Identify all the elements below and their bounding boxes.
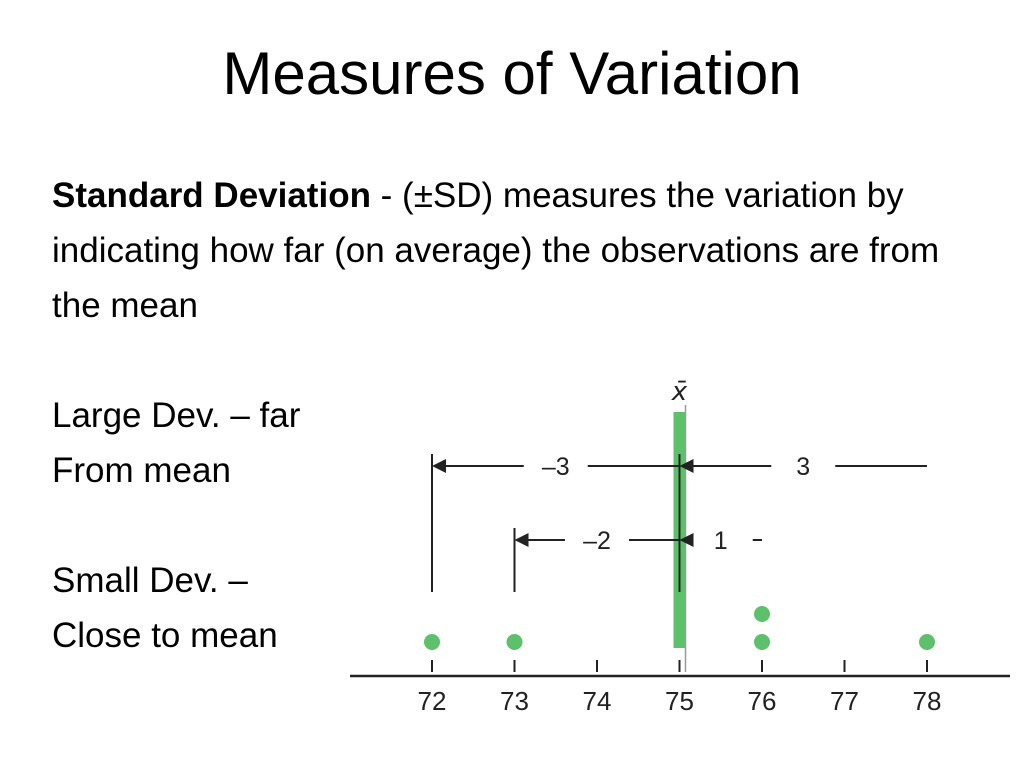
axis-tick-label: 72 bbox=[418, 686, 447, 716]
arrow-head bbox=[679, 459, 694, 473]
deviation-label: 3 bbox=[796, 453, 810, 481]
definition-paragraph: Standard Deviation - (±SD) measures the … bbox=[52, 168, 952, 333]
observation-dot bbox=[919, 634, 935, 650]
arrow-head bbox=[514, 533, 529, 547]
deviation-notes: Large Dev. – far From mean Small Dev. – … bbox=[52, 388, 392, 663]
mean-label: x̄ bbox=[671, 377, 688, 407]
axis-tick-label: 74 bbox=[583, 686, 612, 716]
large-dev-line-2: From mean bbox=[52, 451, 231, 490]
observation-dot bbox=[754, 634, 770, 650]
axis-tick-label: 73 bbox=[500, 686, 529, 716]
arrow-head bbox=[432, 459, 446, 473]
axis-tick-label: 76 bbox=[748, 686, 777, 716]
deviation-label: –3 bbox=[542, 453, 570, 481]
axis-tick-label: 77 bbox=[830, 686, 859, 716]
large-dev-line-1: Large Dev. – far bbox=[52, 396, 301, 435]
arrow-head bbox=[679, 533, 694, 547]
observation-dot bbox=[754, 606, 770, 622]
deviation-label: 1 bbox=[714, 527, 728, 555]
small-dev-line-1: Small Dev. – bbox=[52, 561, 248, 600]
observation-dot bbox=[424, 634, 440, 650]
axis-tick-label: 75 bbox=[665, 686, 694, 716]
deviation-label: –2 bbox=[583, 527, 611, 555]
definition-term: Standard Deviation bbox=[52, 176, 371, 215]
observation-dot bbox=[506, 634, 523, 650]
small-dev-line-2: Close to mean bbox=[52, 616, 278, 655]
axis-tick-label: 78 bbox=[913, 686, 942, 716]
definition-text: - (±SD) measures the variation by indica… bbox=[52, 176, 940, 325]
slide-title: Measures of Variation bbox=[222, 40, 802, 107]
